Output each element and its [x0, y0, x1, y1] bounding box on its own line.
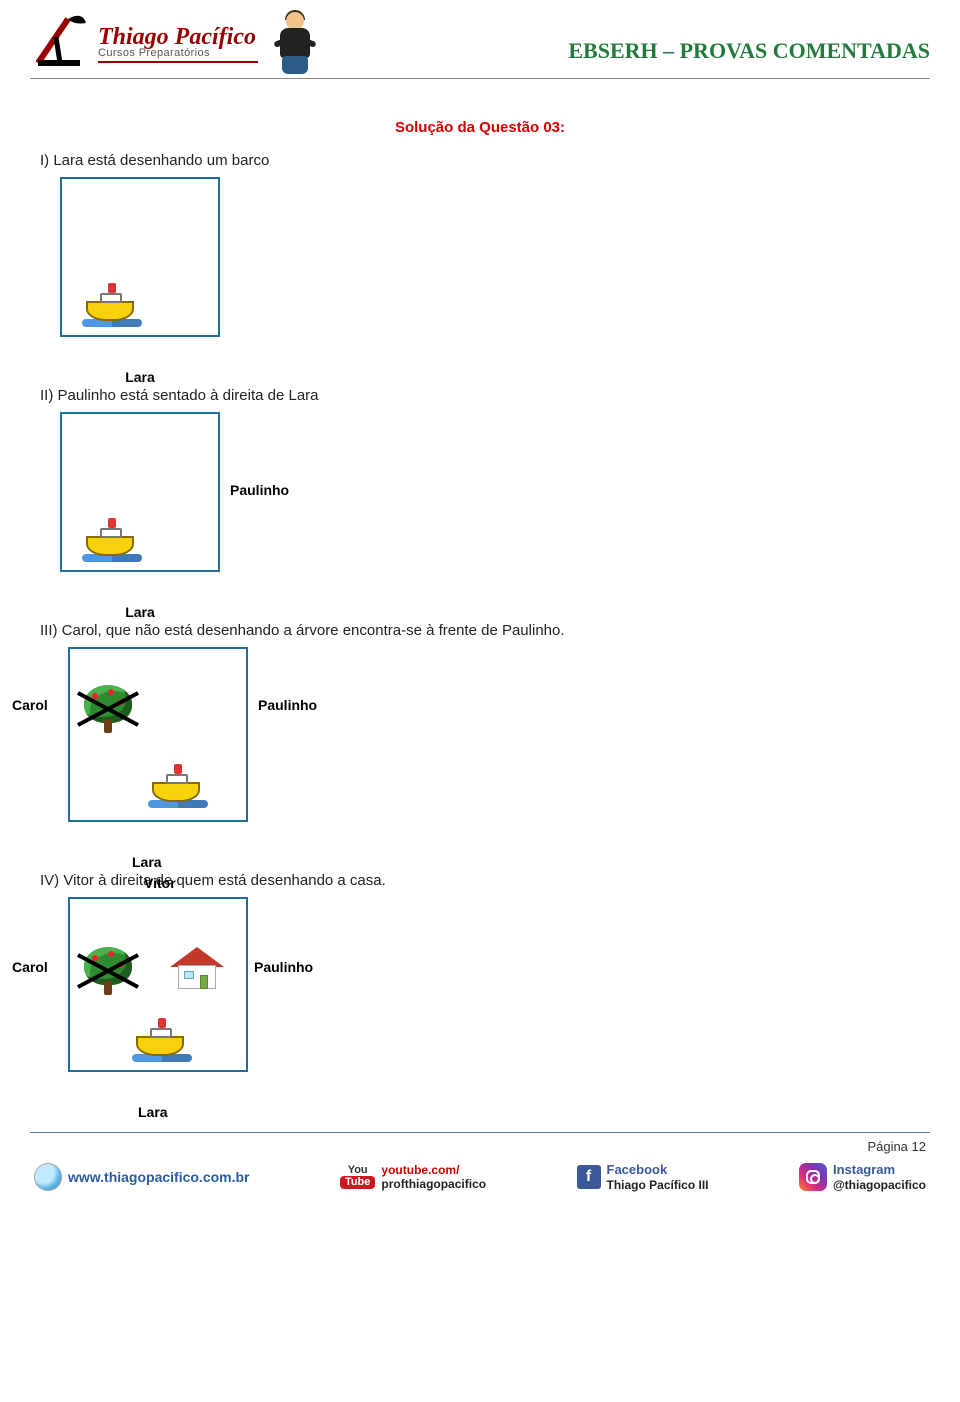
label-lara: Lara [138, 1104, 168, 1120]
step-2: II) Paulinho está sentado à direita de L… [40, 387, 920, 602]
page-number: Página 12 [30, 1139, 930, 1154]
solution-heading: Solução da Questão 03: [40, 119, 920, 136]
diagram-2: Lara Paulinho [60, 412, 920, 602]
boat-icon [148, 764, 204, 808]
brand-underline [98, 61, 258, 63]
page-header: Thiago Pacífico Cursos Preparatórios EBS… [30, 10, 930, 79]
boat-icon [132, 1018, 188, 1062]
step-3-text: III) Carol, que não está desenhando a ár… [40, 622, 920, 639]
page-title: EBSERH – PROVAS COMENTADAS [568, 38, 930, 64]
tree-crossed-icon [78, 947, 138, 1001]
diagram-3-frame [68, 647, 248, 822]
house-icon [170, 945, 224, 993]
youtube-icon: YouTube [340, 1165, 375, 1189]
step-3: III) Carol, que não está desenhando a ár… [40, 622, 920, 852]
facebook-icon: f [577, 1165, 601, 1189]
diagram-4: Vitor Carol Paulinho Lara [68, 897, 920, 1102]
label-paulinho: Paulinho [230, 482, 289, 498]
diagram-1-frame [60, 177, 220, 337]
instagram-icon [799, 1163, 827, 1191]
tree-crossed-icon [78, 685, 138, 739]
diagram-1: Lara [60, 177, 920, 367]
youtube-head: youtube.com/ [381, 1163, 486, 1177]
diagram-4-frame [68, 897, 248, 1072]
facebook-head: Facebook [607, 1162, 709, 1178]
globe-icon [34, 1163, 62, 1191]
label-lara: Lara [132, 854, 162, 870]
boat-icon [82, 518, 138, 562]
footer-instagram[interactable]: Instagram @thiagopacifico [799, 1162, 926, 1192]
instructor-avatar-icon [272, 10, 318, 76]
facebook-sub: Thiago Pacífico III [607, 1178, 709, 1192]
brand-logo-icon [30, 13, 90, 73]
instagram-sub: @thiagopacifico [833, 1178, 926, 1192]
youtube-sub: profthiagopacifico [381, 1177, 486, 1191]
label-paulinho: Paulinho [258, 697, 317, 713]
label-lara: Lara [125, 369, 155, 385]
label-vitor: Vitor [144, 875, 176, 891]
diagram-2-frame [60, 412, 220, 572]
step-4: IV) Vitor à direita de quem está desenha… [40, 872, 920, 1102]
footer-website[interactable]: www.thiagopacifico.com.br [34, 1163, 250, 1191]
footer-separator [30, 1132, 930, 1133]
label-lara: Lara [125, 604, 155, 620]
brand-area: Thiago Pacífico Cursos Preparatórios [30, 10, 318, 76]
step-2-text: II) Paulinho está sentado à direita de L… [40, 387, 920, 404]
step-1-text: I) Lara está desenhando um barco [40, 152, 920, 169]
footer-facebook[interactable]: f Facebook Thiago Pacífico III [577, 1162, 709, 1192]
label-paulinho: Paulinho [254, 959, 313, 975]
footer-bar: www.thiagopacifico.com.br YouTube youtub… [30, 1162, 930, 1192]
label-carol: Carol [12, 959, 48, 975]
step-1: I) Lara está desenhando um barco Lara [40, 152, 920, 367]
label-carol: Carol [12, 697, 48, 713]
instagram-head: Instagram [833, 1162, 926, 1178]
content-area: Solução da Questão 03: I) Lara está dese… [30, 119, 930, 1102]
brand-subtitle: Cursos Preparatórios [98, 47, 258, 59]
website-link-text: www.thiagopacifico.com.br [68, 1169, 250, 1185]
diagram-3: Carol Paulinho Lara [68, 647, 920, 852]
boat-icon [82, 283, 138, 327]
footer-youtube[interactable]: YouTube youtube.com/ profthiagopacifico [340, 1163, 486, 1192]
